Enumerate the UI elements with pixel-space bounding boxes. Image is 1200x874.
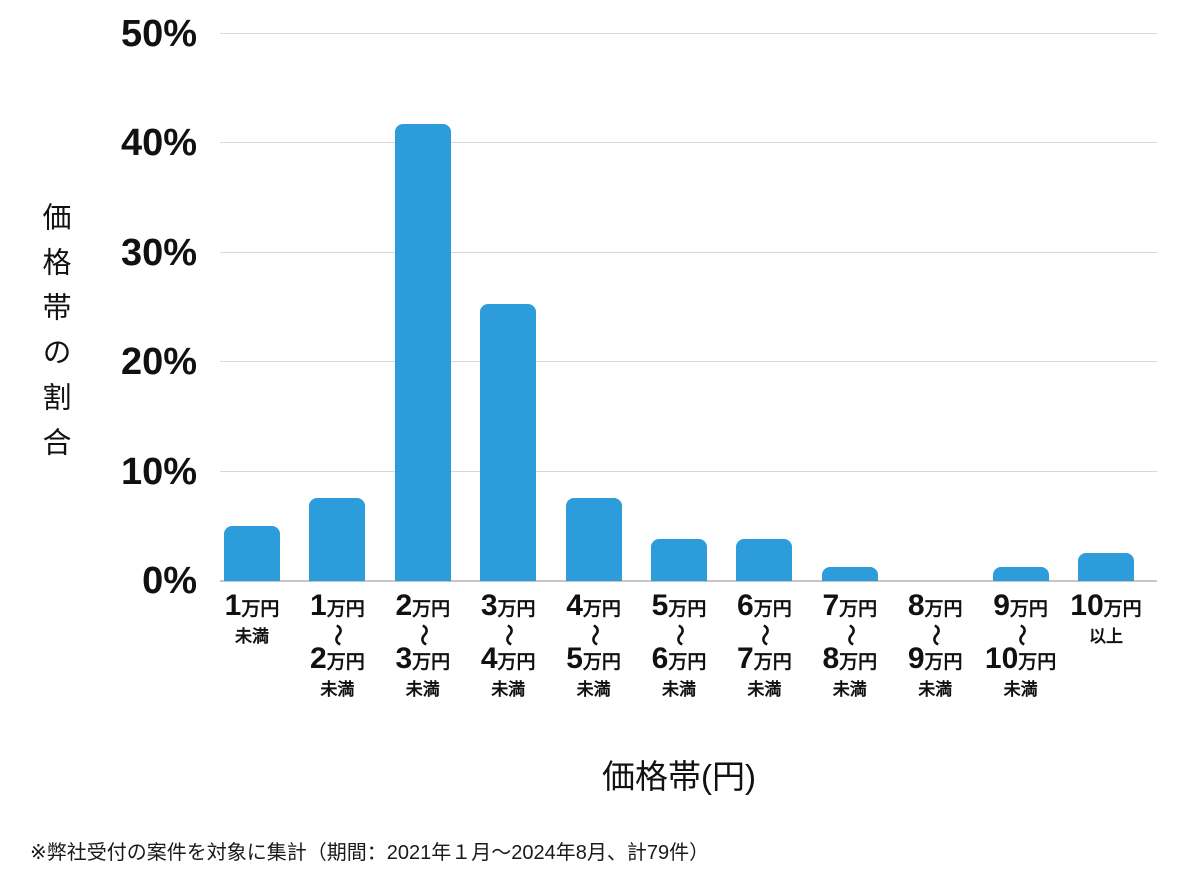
bar-6万円〜7万円未満 (736, 539, 793, 581)
x-label-from: 8万円 (907, 589, 963, 622)
x-tick-label-1万円〜2万円未満: 1万円〜 2万円 未満 (287, 589, 387, 700)
gridline-20% (220, 361, 1157, 363)
x-label-from: 7万円 (822, 589, 878, 622)
gridline-50% (220, 33, 1157, 34)
x-label-qualifier: 未満 (918, 680, 953, 699)
y-tick-label-20%: 20% (120, 341, 197, 384)
x-label-qualifier: 以上 (1089, 627, 1123, 646)
x-label-from: 9万円 (993, 589, 1048, 622)
x-tick-label-5万円〜6万円未満: 5万円〜 6万円 未満 (629, 589, 729, 700)
bar-1万円〜2万円未満 (309, 498, 366, 581)
y-tick-label-50%: 50% (120, 13, 197, 55)
x-tick-label-8万円〜9万円未満: 8万円〜 9万円 未満 (885, 589, 985, 700)
x-label-from: 4万円 (566, 589, 621, 622)
y-axis-title: 価格帯の割合 (38, 202, 70, 472)
x-label-from: 6万円 (737, 589, 792, 622)
y-tick-label-30%: 30% (120, 231, 197, 274)
y-tick-label-0%: 0% (142, 560, 197, 602)
x-tick-label-10万円以上: 10万円以上 (1056, 589, 1156, 647)
bar-7万円〜8万円未満 (821, 567, 878, 581)
plot-area (220, 33, 1157, 582)
x-label-from: 3万円 (480, 589, 536, 622)
x-axis-title: 価格帯(円) (602, 758, 756, 795)
bar-10万円以上 (1078, 553, 1134, 581)
x-label-to: 5万円 (566, 642, 621, 675)
bar-1万円未満 (224, 526, 280, 581)
gridline-30% (220, 251, 1157, 253)
x-label-to: 2万円 (310, 642, 365, 675)
x-tick-label-6万円〜7万円未満: 6万円〜 7万円 未満 (714, 589, 814, 700)
x-tick-label-2万円〜3万円未満: 2万円〜 3万円 未満 (373, 589, 473, 700)
x-label-qualifier: 未満 (491, 680, 526, 699)
x-label-to: 3万円 (395, 642, 451, 675)
x-tick-label-3万円〜4万円未満: 3万円〜 4万円 未満 (458, 589, 558, 700)
x-label-qualifier: 未満 (747, 680, 782, 699)
gridline-10% (220, 470, 1157, 472)
x-tick-label-4万円〜5万円未満: 4万円〜 5万円 未満 (544, 589, 644, 700)
bar-2万円〜3万円未満 (394, 124, 451, 581)
x-label-to: 9万円 (907, 642, 963, 675)
x-axis-baseline (220, 580, 1157, 582)
bar-9万円〜10万円未満 (992, 567, 1049, 581)
x-label-to: 4万円 (480, 642, 536, 675)
bar-5万円〜6万円未満 (651, 539, 707, 581)
x-label-from: 5万円 (651, 589, 707, 622)
x-label-from: 1万円 (310, 589, 365, 622)
x-label-from: 1万円 (224, 589, 280, 622)
x-label-qualifier: 未満 (405, 680, 440, 699)
bar-3万円〜4万円未満 (480, 304, 537, 581)
footnote: ※弊社受付の案件を対象に集計（期間：2021年１月～2024年8月、計79件） (30, 842, 710, 864)
x-label-qualifier: 未満 (576, 680, 611, 699)
y-tick-label-40%: 40% (120, 122, 197, 165)
gridline-40% (220, 142, 1157, 144)
x-label-to: 7万円 (737, 642, 792, 675)
x-label-qualifier: 未満 (320, 680, 355, 699)
x-tick-label-9万円〜10万円未満: 9万円〜 10万円 未満 (971, 589, 1071, 700)
x-tick-label-7万円〜8万円未満: 7万円〜 8万円 未満 (800, 589, 900, 700)
y-tick-label-10%: 10% (120, 450, 197, 493)
x-label-to: 10万円 (984, 642, 1057, 675)
x-label-qualifier: 未満 (235, 627, 269, 646)
x-label-to: 8万円 (822, 642, 878, 675)
x-label-qualifier: 未満 (1003, 680, 1038, 699)
x-label-to: 6万円 (651, 642, 707, 675)
x-label-from: 10万円 (1070, 589, 1142, 622)
x-tick-label-1万円未満: 1万円未満 (202, 589, 302, 647)
x-label-from: 2万円 (395, 589, 451, 622)
bar-4万円〜5万円未満 (565, 498, 622, 581)
x-label-qualifier: 未満 (662, 680, 696, 699)
x-label-qualifier: 未満 (832, 680, 867, 699)
